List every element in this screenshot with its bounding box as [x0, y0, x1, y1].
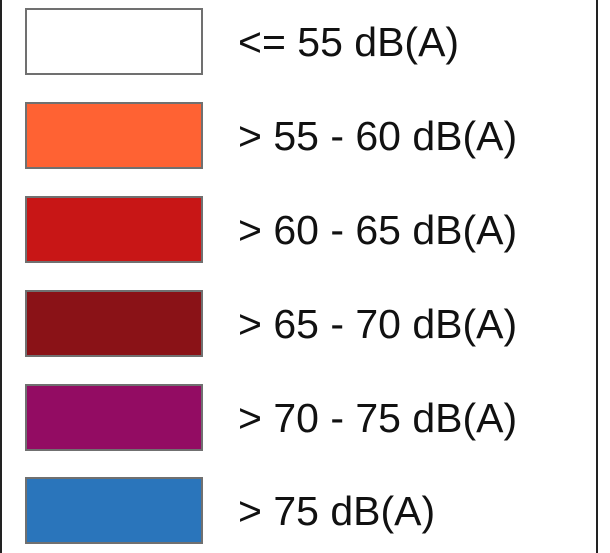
legend-frame-left — [0, 0, 2, 553]
legend-item-65-70: > 65 - 70 dB(A) — [0, 290, 596, 362]
legend-label: <= 55 dB(A) — [238, 19, 460, 65]
legend-item-70-75: > 70 - 75 dB(A) — [0, 384, 596, 456]
legend-item-le-55: <= 55 dB(A) — [0, 8, 596, 80]
legend-item-60-65: > 60 - 65 dB(A) — [0, 196, 596, 268]
legend-swatch — [25, 477, 203, 544]
legend-frame-right — [596, 0, 598, 553]
legend-swatch — [25, 102, 203, 169]
legend-swatch — [25, 384, 203, 451]
legend-swatch — [25, 8, 203, 75]
legend-label: > 60 - 65 dB(A) — [238, 207, 518, 253]
legend-item-gt-75: > 75 dB(A) — [0, 477, 596, 549]
legend-label: > 70 - 75 dB(A) — [238, 395, 518, 441]
legend-label: > 55 - 60 dB(A) — [238, 113, 518, 159]
legend-swatch — [25, 196, 203, 263]
legend-swatch — [25, 290, 203, 357]
legend-label: > 75 dB(A) — [238, 488, 436, 534]
legend-label: > 65 - 70 dB(A) — [238, 301, 518, 347]
legend-item-55-60: > 55 - 60 dB(A) — [0, 102, 596, 174]
